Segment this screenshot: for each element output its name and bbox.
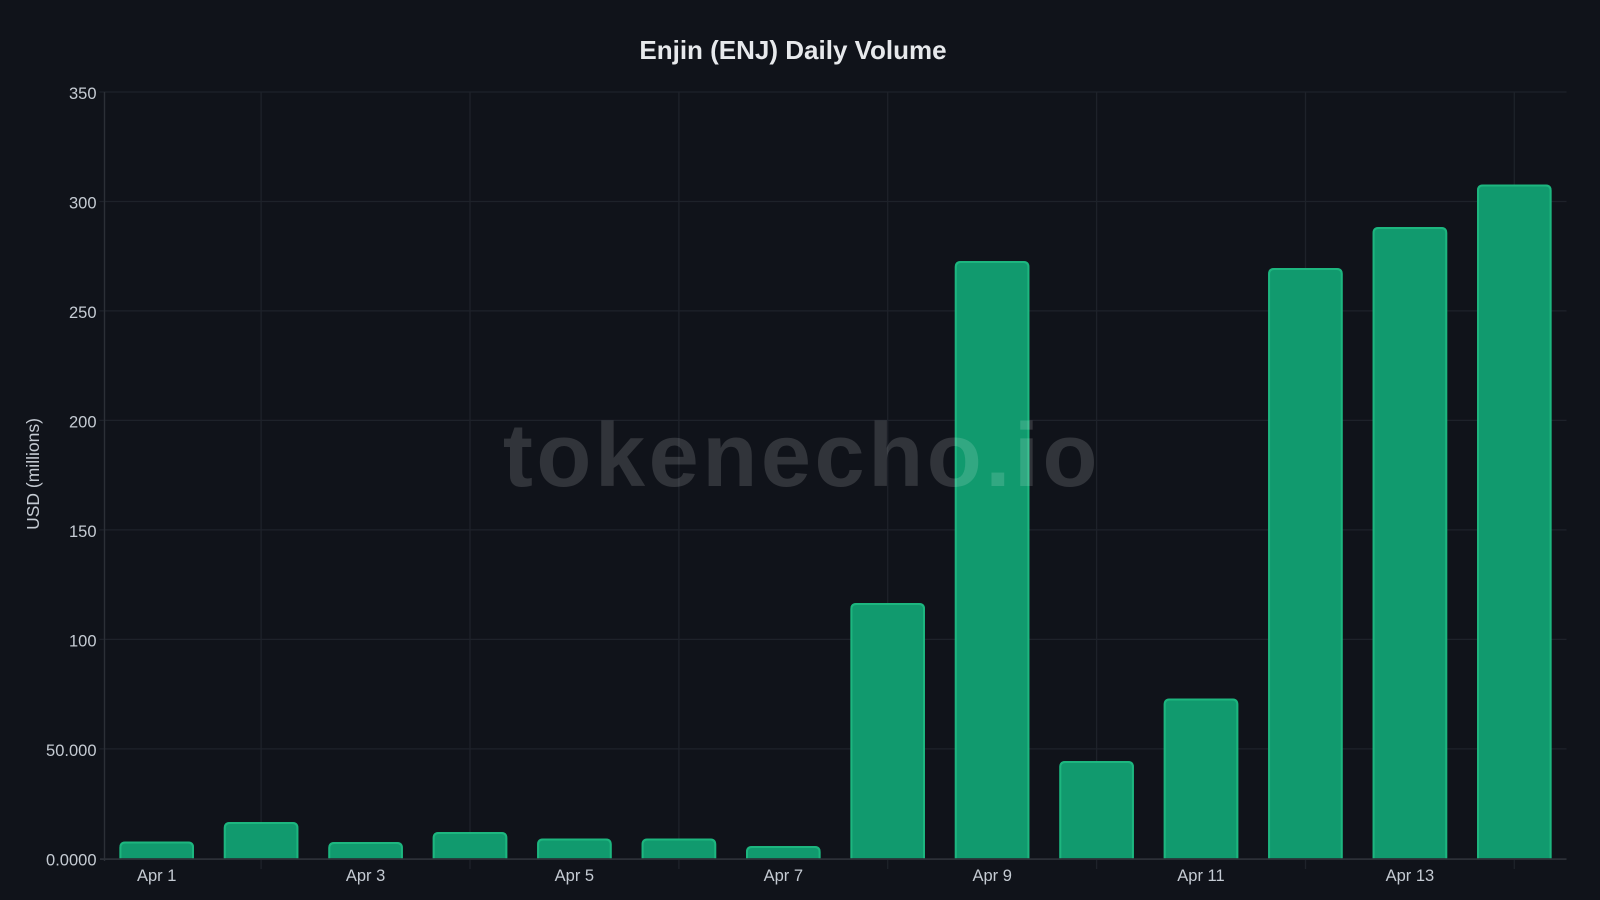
svg-text:100: 100 — [69, 632, 97, 650]
svg-text:USD (millions): USD (millions) — [23, 418, 43, 530]
svg-text:200: 200 — [69, 413, 97, 431]
svg-text:Apr 1: Apr 1 — [137, 867, 176, 885]
svg-text:Apr 7: Apr 7 — [764, 867, 803, 885]
svg-text:Apr 11: Apr 11 — [1177, 867, 1224, 885]
svg-text:tokenecho.io: tokenecho.io — [503, 406, 1101, 506]
svg-text:Apr 9: Apr 9 — [972, 867, 1011, 885]
svg-text:150: 150 — [69, 523, 97, 541]
svg-text:Apr 3: Apr 3 — [346, 867, 385, 885]
svg-text:Apr 13: Apr 13 — [1386, 867, 1435, 885]
svg-text:250: 250 — [69, 304, 97, 322]
svg-text:350: 350 — [69, 85, 97, 103]
svg-text:Apr 5: Apr 5 — [555, 867, 594, 885]
svg-text:50.000: 50.000 — [46, 742, 96, 760]
svg-text:300: 300 — [69, 195, 97, 213]
svg-text:Enjin (ENJ) Daily Volume: Enjin (ENJ) Daily Volume — [639, 35, 946, 65]
svg-text:0.0000: 0.0000 — [46, 851, 96, 869]
